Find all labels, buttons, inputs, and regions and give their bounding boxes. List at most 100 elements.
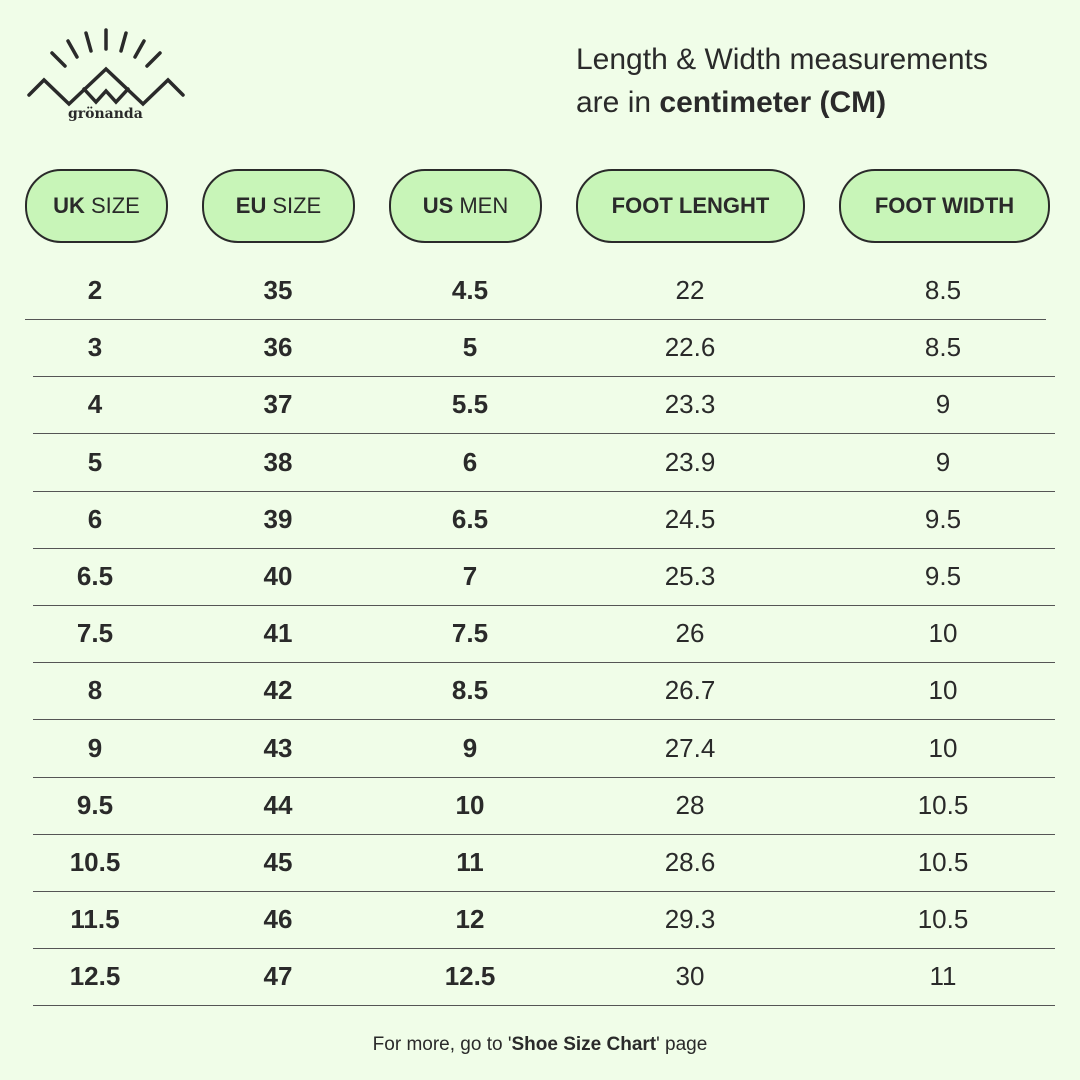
cell-us-men: 12 [455,904,485,935]
cell-eu-size: 35 [263,275,293,305]
cell-foot-width: 9.5 [924,503,962,534]
row-divider [33,376,1055,378]
cell-uk-size: 5 [87,446,103,477]
cell-foot-length: 24.5 [664,503,716,534]
cell-eu-size: 45 [263,847,293,877]
cell-foot-width: 9.5 [924,561,962,591]
table-row: 4 37 5.5 23.3 9 [0,376,1080,433]
header-eu-size: EU SIZE [202,169,355,243]
cell-us-men: 10 [455,789,485,820]
cell-uk-size: 9 [87,732,103,763]
cell-eu-size: 36 [263,332,293,363]
header-rest: SIZE [90,193,140,218]
table-row: 9 43 9 27.4 10 [0,720,1080,777]
brand-name: grönanda [68,106,143,122]
footer-prefix: For more, go to ' [372,1034,512,1055]
cell-uk-size: 11.5 [70,904,120,935]
cell-eu-size: 38 [263,446,293,477]
cell-eu-size: 44 [263,789,293,820]
cell-eu-size: 47 [263,961,293,992]
cell-foot-length: 26 [675,618,705,649]
row-divider [33,833,1055,835]
table-row: 12.5 47 12.5 30 11 [0,948,1080,1005]
row-divider [33,776,1055,778]
table-row: 6 39 6.5 24.5 9.5 [0,491,1080,548]
cell-us-men: 6 [462,446,478,477]
footer-note: For more, go to 'Shoe Size Chart' page [0,1034,1080,1056]
cell-foot-width: 9 [935,446,951,477]
table-row: 11.5 46 12 29.3 10.5 [0,891,1080,948]
cell-foot-length: 29.3 [664,904,716,935]
cell-us-men: 8.5 [451,675,489,706]
header-bold: US [422,193,454,218]
cell-uk-size: 7.5 [76,618,114,649]
row-divider [33,719,1055,721]
cell-foot-length: 25.3 [664,561,716,591]
cell-foot-length: 22.6 [664,332,716,363]
cell-foot-width: 8.5 [924,275,962,305]
header-foot-width: FOOT WIDTH [839,169,1050,243]
header-foot-length: FOOT LENGHT [576,169,805,243]
header-bold: FOOT WIDTH [874,193,1015,218]
cell-uk-size: 6 [87,503,103,534]
cell-uk-size: 8 [87,675,103,706]
row-divider [33,891,1055,892]
header-bold: EU [235,193,267,218]
measurement-note: Length & Width measurements are in centi… [576,38,988,124]
cell-uk-size: 6.5 [76,561,114,591]
cell-eu-size: 39 [263,503,293,534]
cell-us-men: 9 [462,732,478,763]
note-line2: are in centimeter (CM) [576,81,988,124]
cell-eu-size: 42 [263,675,293,706]
row-divider [33,1005,1055,1007]
cell-us-men: 5.5 [451,389,489,420]
cell-uk-size: 10.5 [69,847,121,877]
cell-uk-size: 3 [87,332,103,363]
cell-eu-size: 37 [263,389,293,420]
header-uk-size: UK SIZE [25,169,168,243]
cell-foot-width: 10.5 [917,789,969,820]
cell-eu-size: 40 [263,561,293,591]
cell-foot-length: 27.4 [664,732,716,763]
cell-us-men: 6.5 [451,503,489,534]
row-divider [33,547,1055,549]
cell-foot-width: 10.5 [917,847,969,877]
cell-uk-size: 12.5 [69,961,121,992]
cell-us-men: 5 [462,332,478,363]
cell-eu-size: 43 [263,732,293,763]
table-row: 10.5 45 11 28.6 10.5 [0,834,1080,891]
cell-foot-width: 10 [928,732,958,763]
note-line1: Length & Width measurements [576,43,988,76]
cell-foot-width: 9 [935,389,951,420]
row-divider [33,605,1055,606]
cell-foot-length: 23.9 [664,446,716,477]
cell-us-men: 4.5 [451,275,489,305]
cell-foot-length: 22 [675,275,705,305]
cell-us-men: 7.5 [451,618,489,649]
header-rest: MEN [459,193,509,218]
cell-foot-width: 10.5 [917,904,969,935]
cell-foot-length: 30 [675,961,705,992]
row-divider [25,319,1046,320]
cell-uk-size: 2 [87,275,103,305]
cell-uk-size: 9.5 [76,789,114,820]
cell-us-men: 12.5 [444,961,496,992]
table-row: 9.5 44 10 28 10.5 [0,777,1080,834]
table-row: 8 42 8.5 26.7 10 [0,662,1080,719]
table-row: 6.5 40 7 25.3 9.5 [0,548,1080,605]
row-divider [33,948,1055,950]
table-row: 3 36 5 22.6 8.5 [0,319,1080,376]
header-bold: UK [53,193,85,218]
row-divider [33,490,1055,492]
note-unit: centimeter (CM) [659,86,887,119]
cell-eu-size: 41 [263,618,293,649]
header-us-men: US MEN [389,169,542,243]
note-prefix: are in [576,86,660,119]
header-rest: SIZE [272,193,322,218]
cell-us-men: 7 [462,561,478,591]
cell-foot-length: 28 [675,789,705,820]
cell-us-men: 11 [456,847,484,877]
cell-foot-width: 11 [929,961,957,992]
shoe-size-chart-link[interactable]: Shoe Size Chart [511,1034,657,1055]
cell-foot-length: 23.3 [664,389,716,420]
